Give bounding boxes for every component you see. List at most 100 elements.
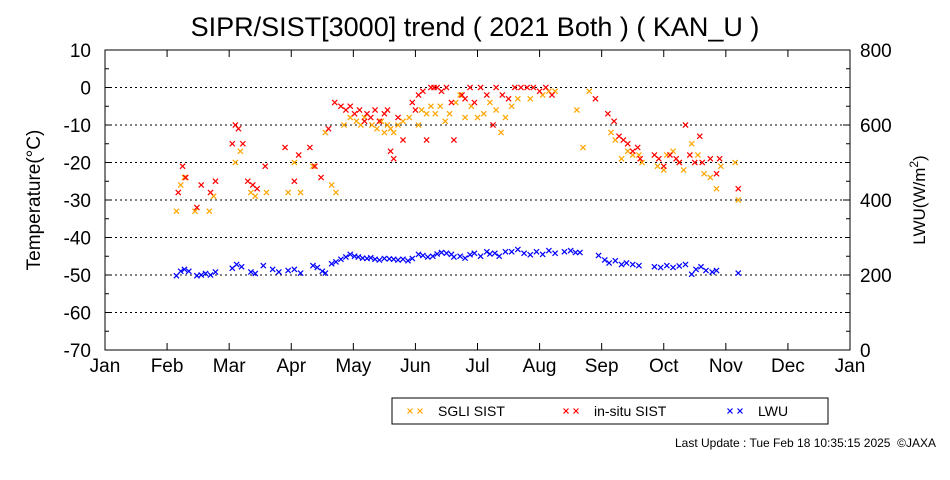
data-point [462, 95, 469, 102]
data-point [701, 170, 708, 177]
data-point [607, 129, 615, 136]
data-point [275, 268, 282, 276]
data-point [474, 114, 481, 121]
data-point [429, 253, 436, 260]
data-point [457, 91, 464, 99]
data-point [707, 155, 714, 162]
data-point [340, 121, 348, 129]
legend-marker [737, 408, 743, 414]
data-point [306, 144, 313, 151]
data-point [670, 264, 677, 271]
data-point [688, 140, 695, 147]
data-point [263, 189, 270, 196]
data-point [399, 256, 407, 263]
data-point [450, 253, 457, 261]
y2-axis-label: LWU(W/m2) [907, 155, 929, 244]
data-point [446, 110, 453, 117]
data-point [260, 262, 267, 269]
data-point [387, 148, 394, 155]
data-point [623, 259, 630, 267]
data-point [713, 185, 720, 192]
data-point [311, 163, 318, 170]
data-point [437, 103, 444, 110]
data-point [601, 256, 608, 264]
data-point [448, 99, 455, 106]
data-point [502, 248, 509, 255]
y2-axis-tick-labels: 800 600 400 200 0 [860, 41, 892, 362]
data-point [637, 155, 644, 162]
data-point [191, 208, 199, 215]
data-point [381, 255, 388, 262]
data-point [533, 248, 540, 255]
data-point [618, 261, 625, 268]
data-point [545, 247, 552, 254]
legend: SGLI SIST in-situ SIST LWU [391, 397, 829, 425]
grid-lines [105, 87, 850, 313]
data-point [514, 95, 521, 102]
data-point [493, 106, 500, 114]
data-point [676, 159, 683, 166]
data-point [212, 268, 219, 276]
data-point [355, 253, 362, 261]
data-point [177, 181, 184, 189]
data-point [527, 251, 534, 258]
data-point [381, 129, 388, 136]
data-point [406, 114, 413, 121]
data-point [707, 174, 714, 181]
data-point [337, 103, 344, 110]
data-point [291, 178, 298, 185]
data-point [423, 110, 430, 117]
data-point [372, 106, 379, 114]
data-point [229, 140, 236, 147]
data-point [409, 255, 416, 262]
y2-tick-label: 800 [860, 41, 892, 62]
data-point [181, 174, 188, 181]
data-point [586, 88, 593, 95]
data-point [309, 163, 317, 170]
data-point [390, 129, 397, 136]
data-point [713, 170, 720, 177]
data-point [688, 271, 695, 278]
data-point [347, 251, 354, 258]
data-point [483, 248, 490, 255]
data-point [480, 110, 487, 117]
data-point [517, 84, 524, 91]
data-point [505, 95, 512, 102]
data-point [716, 155, 723, 162]
data-point [682, 121, 689, 129]
legend-marker [407, 408, 413, 414]
data-point [694, 151, 701, 159]
data-point [438, 249, 445, 256]
data-point [493, 84, 500, 91]
data-point [318, 174, 325, 181]
data-point [177, 268, 184, 275]
x-tick-label: Aug [523, 356, 557, 377]
data-point [237, 148, 244, 155]
data-point [285, 267, 292, 274]
data-point [233, 261, 240, 268]
data-point [635, 151, 642, 159]
data-point [438, 88, 445, 95]
x-tick-label: Dec [771, 356, 805, 377]
data-point [680, 166, 687, 174]
data-point [254, 185, 261, 192]
data-point [212, 178, 219, 185]
data-point [457, 253, 464, 260]
data-point [351, 110, 358, 117]
data-point [542, 84, 549, 91]
data-point [502, 114, 509, 121]
data-point [418, 106, 425, 114]
y-tick-label: 0 [80, 79, 91, 100]
data-point [612, 257, 619, 264]
data-point [462, 114, 469, 121]
data-point [331, 99, 338, 106]
y-tick-label: 10 [70, 41, 91, 62]
data-point [395, 114, 402, 121]
data-point [325, 125, 332, 132]
data-point [427, 103, 434, 110]
data-point [419, 88, 426, 95]
y2-tick-label: 600 [860, 116, 892, 137]
data-point [232, 159, 239, 166]
data-point [367, 114, 374, 121]
data-point [709, 268, 716, 276]
